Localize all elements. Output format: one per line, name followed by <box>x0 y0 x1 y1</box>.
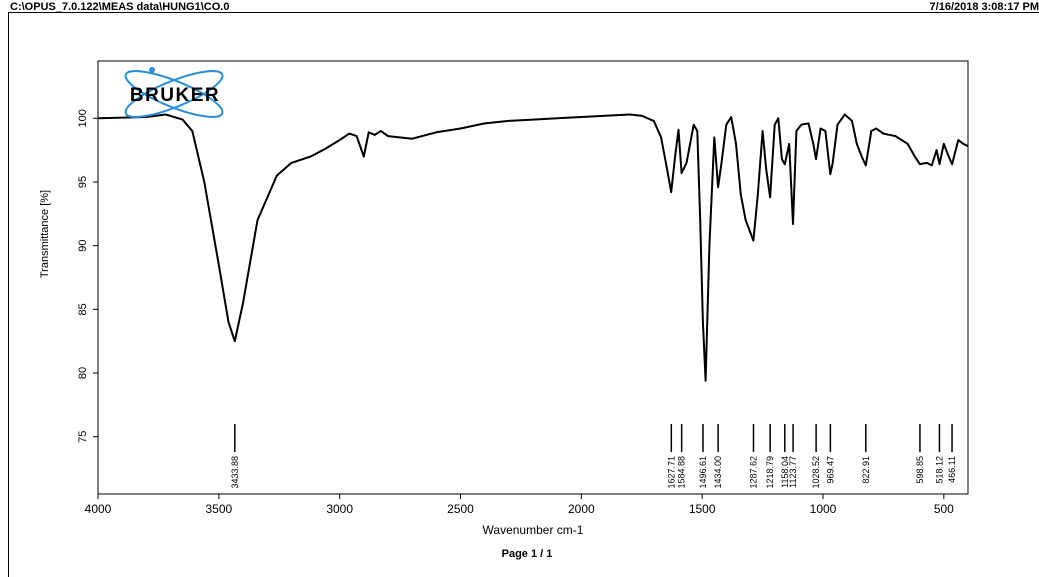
plot-frame <box>97 60 969 495</box>
peak-label: 598.85 <box>915 456 925 484</box>
y-tick-label: 85 <box>77 303 89 315</box>
peak-label: 1218.79 <box>765 456 775 489</box>
x-tick-label: 1500 <box>689 502 716 516</box>
peak-label: 1627.71 <box>666 456 676 489</box>
datetime-header: 7/16/2018 3:08:17 PM <box>929 1 1039 13</box>
y-tick-label: 80 <box>77 367 89 379</box>
peak-label: 1584.88 <box>677 456 687 489</box>
logo-text: BRUKER <box>130 85 220 106</box>
logo-dot <box>149 67 155 73</box>
peak-label: 1123.77 <box>788 456 798 488</box>
page-left-border <box>8 12 9 577</box>
y-tick-label: 75 <box>77 431 89 443</box>
x-tick-label: 500 <box>934 502 954 516</box>
x-tick-label: 2000 <box>568 502 595 516</box>
peak-label: 1496.61 <box>698 456 708 489</box>
logo-orbit <box>124 70 224 118</box>
x-tick-label: 3500 <box>205 502 232 516</box>
spectrum-line <box>97 113 969 382</box>
peak-label: 1287.62 <box>748 456 758 489</box>
peak-label: 518.12 <box>934 456 944 484</box>
y-tick-label: 100 <box>77 109 89 127</box>
bruker-logo: BRUKER <box>124 67 224 118</box>
y-tick-label: 90 <box>77 240 89 252</box>
page-label: Page 1 / 1 <box>502 548 553 560</box>
peak-label: 466.11 <box>947 456 957 483</box>
page-top-border <box>8 12 1039 13</box>
x-tick-label: 3000 <box>326 502 353 516</box>
x-axis-label: Wavenumber cm-1 <box>483 523 584 537</box>
peak-label: 1028.52 <box>811 456 821 489</box>
peak-label: 969.47 <box>825 456 835 484</box>
peak-label: 1158.04 <box>780 456 790 488</box>
peak-label: 822.91 <box>861 456 871 484</box>
logo-orbit <box>124 70 224 118</box>
x-tick-label: 1000 <box>810 502 837 516</box>
x-tick-label: 2500 <box>447 502 474 516</box>
x-tick-label: 4000 <box>85 502 112 516</box>
y-tick-label: 95 <box>77 176 89 188</box>
peak-label: 1434.00 <box>713 456 723 489</box>
file-path-header: C:\OPUS_7.0.122\MEAS data\HUNG1\CO.0 <box>10 1 230 13</box>
y-axis-label: Transmittance [%] <box>39 190 51 278</box>
peak-label: 3433.88 <box>230 456 240 489</box>
